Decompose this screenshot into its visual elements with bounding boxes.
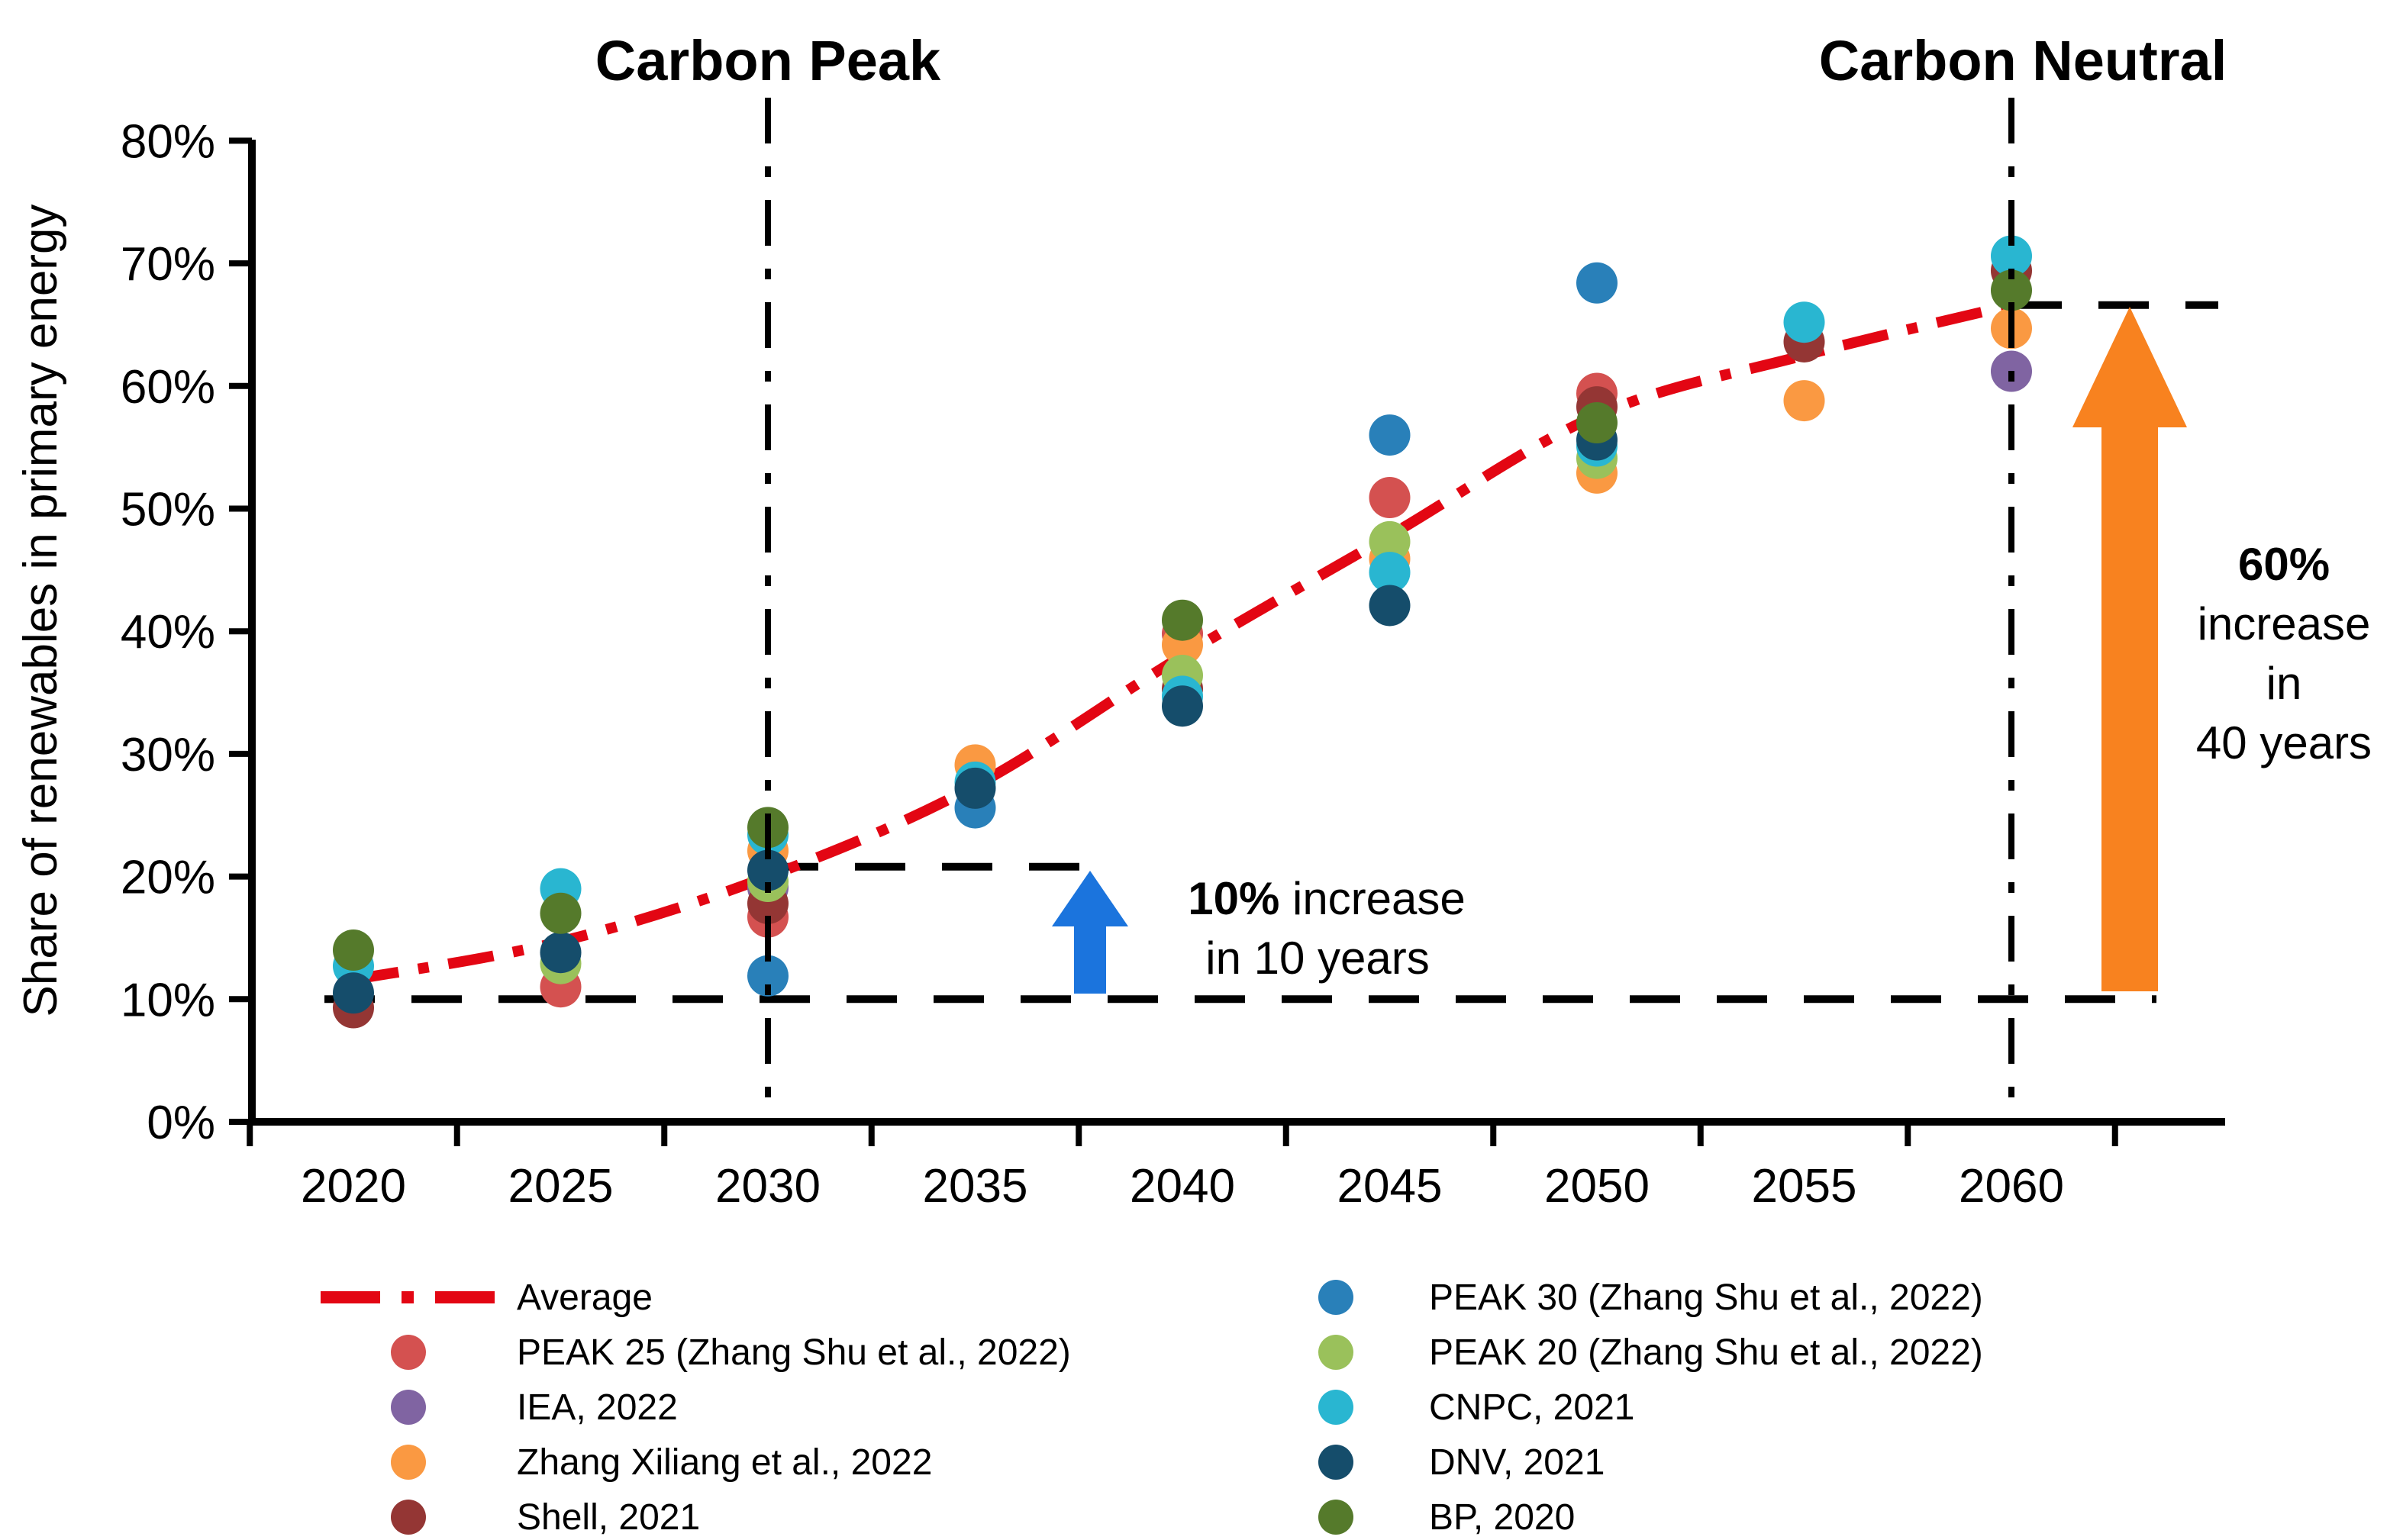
- legend-dot-marker: [1260, 1390, 1412, 1425]
- legend-item: Shell, 2021: [317, 1494, 700, 1540]
- legend-dot: [391, 1445, 426, 1480]
- orange-arrow-caption-line4: 40 years: [2196, 717, 2372, 768]
- data-point: [1576, 262, 1618, 304]
- blue-arrow-caption-line2: in 10 years: [1205, 933, 1430, 984]
- y-tick-label: 60%: [121, 361, 215, 414]
- data-point: [747, 955, 789, 997]
- legend-item: PEAK 20 (Zhang Shu et al., 2022): [1260, 1329, 1983, 1375]
- legend-item: CNPC, 2021: [1260, 1384, 1634, 1430]
- legend-dot-marker: [317, 1500, 500, 1535]
- x-tick-label: 2055: [1752, 1160, 1857, 1213]
- legend-label: PEAK 20 (Zhang Shu et al., 2022): [1429, 1332, 1983, 1373]
- y-tick-label: 10%: [121, 974, 215, 1026]
- legend-label: Zhang Xiliang et al., 2022: [517, 1442, 933, 1483]
- chart-legend: Average PEAK 25 (Zhang Shu et al., 2022) I…: [0, 1258, 2403, 1538]
- data-point: [540, 932, 582, 974]
- legend-dot: [1318, 1390, 1353, 1425]
- legend-label: IEA, 2022: [517, 1387, 678, 1428]
- y-tick-label: 50%: [121, 484, 215, 536]
- x-tick-label: 2020: [301, 1160, 406, 1213]
- x-tick-label: 2025: [508, 1160, 614, 1213]
- blue-arrow-caption-line1: 10% increase: [1188, 873, 1466, 924]
- legend-average-line-swatch: [317, 1288, 500, 1306]
- x-tick-label: 2050: [1544, 1160, 1650, 1213]
- y-tick-label: 20%: [121, 852, 215, 904]
- legend-label: BP, 2020: [1429, 1497, 1576, 1538]
- data-point: [1162, 685, 1203, 727]
- legend-label: PEAK 25 (Zhang Shu et al., 2022): [517, 1332, 1071, 1373]
- blue-increase-arrow: [1052, 871, 1128, 994]
- legend-item: BP, 2020: [1260, 1494, 1575, 1540]
- legend-dot-marker: [317, 1445, 500, 1480]
- legend-label: Shell, 2021: [517, 1497, 701, 1538]
- legend-dot-marker: [1260, 1280, 1412, 1315]
- legend-label: DNV, 2021: [1429, 1442, 1605, 1483]
- legend-dot: [1318, 1445, 1353, 1480]
- legend-dot-marker: [1260, 1335, 1412, 1370]
- scatter-points-layer: [333, 235, 2032, 1029]
- legend-dot: [391, 1390, 426, 1425]
- data-point: [1991, 235, 2032, 277]
- legend-dot: [391, 1500, 426, 1535]
- data-point: [1576, 402, 1618, 444]
- orange-arrow-caption-line1: 60%: [2238, 539, 2330, 590]
- legend-dot: [1318, 1280, 1353, 1315]
- chart-canvas: 0% 10% 20% 30% 40% 50% 60% 70% 80% 2020 2025 2030 20…: [15, 29, 2372, 1213]
- legend-item: Zhang Xiliang et al., 2022: [317, 1439, 932, 1485]
- legend-dot-marker: [317, 1390, 500, 1425]
- legend-label: Average: [517, 1277, 653, 1318]
- legend-dot-marker: [317, 1335, 500, 1370]
- axes-layer: 0% 10% 20% 30% 40% 50% 60% 70% 80% 2020 2025 2030 20…: [121, 115, 2225, 1213]
- legend-dot: [391, 1335, 426, 1370]
- data-point: [333, 929, 374, 971]
- legend-item: PEAK 30 (Zhang Shu et al., 2022): [1260, 1274, 1983, 1320]
- carbon-peak-title: Carbon Peak: [595, 29, 941, 92]
- arrow-annotations: [1052, 307, 2187, 994]
- dashed-reference-lines: [324, 301, 2218, 1004]
- orange-arrow-caption-line2: increase: [2198, 598, 2371, 649]
- legend-item: DNV, 2021: [1260, 1439, 1605, 1485]
- x-tick-label: 2030: [715, 1160, 821, 1213]
- y-axis-title: Share of renewables in primary energy: [15, 205, 67, 1017]
- data-point: [1162, 599, 1203, 641]
- legend-item: IEA, 2022: [317, 1384, 678, 1430]
- data-point: [540, 892, 582, 934]
- legend-dot: [1318, 1500, 1353, 1535]
- data-point: [1369, 585, 1411, 627]
- data-point: [1783, 380, 1825, 422]
- legend-label: CNPC, 2021: [1429, 1387, 1635, 1428]
- orange-arrow-caption-line3: in: [2266, 658, 2302, 709]
- legend-item: PEAK 25 (Zhang Shu et al., 2022): [317, 1329, 1071, 1375]
- x-tick-label: 2045: [1337, 1160, 1443, 1213]
- orange-increase-arrow: [2072, 307, 2187, 991]
- y-tick-label: 30%: [121, 729, 215, 781]
- data-point: [1369, 477, 1411, 519]
- data-point: [1783, 301, 1825, 343]
- y-tick-label: 80%: [121, 115, 215, 168]
- data-point: [1991, 269, 2032, 311]
- x-tick-label: 2040: [1130, 1160, 1235, 1213]
- carbon-milestone-lines: [765, 98, 2014, 1119]
- data-point: [954, 767, 996, 809]
- legend-dot: [1318, 1335, 1353, 1370]
- data-point: [1369, 520, 1411, 562]
- y-tick-label: 40%: [121, 606, 215, 659]
- y-tick-label: 70%: [121, 238, 215, 291]
- legend-label: PEAK 30 (Zhang Shu et al., 2022): [1429, 1277, 1983, 1318]
- legend-dot-marker: [1260, 1500, 1412, 1535]
- carbon-neutral-title: Carbon Neutral: [1819, 29, 2227, 92]
- data-point: [1369, 414, 1411, 456]
- legend-item: Average: [317, 1274, 653, 1320]
- x-tick-label: 2035: [923, 1160, 1028, 1213]
- legend-dot-marker: [1260, 1445, 1412, 1480]
- data-point: [747, 849, 789, 891]
- y-tick-label: 0%: [147, 1097, 215, 1149]
- data-point: [1369, 552, 1411, 594]
- x-tick-label: 2060: [1959, 1160, 2064, 1213]
- data-point: [333, 972, 374, 1014]
